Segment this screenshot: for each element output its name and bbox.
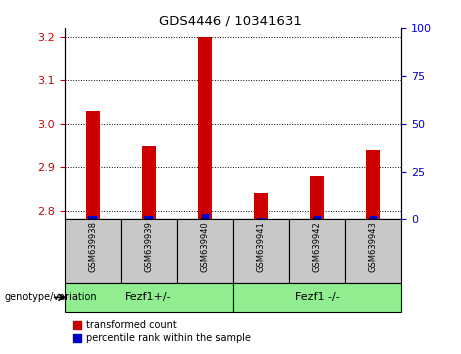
Bar (201, 214, 209, 219)
Bar (177, 219, 233, 283)
Bar (142, 145, 156, 219)
Bar (89, 216, 97, 219)
Text: GSM639943: GSM639943 (368, 221, 378, 272)
Text: GSM639940: GSM639940 (200, 221, 209, 272)
Text: genotype/variation: genotype/variation (5, 292, 97, 302)
Bar (198, 37, 212, 219)
Text: GSM639939: GSM639939 (144, 221, 153, 272)
Bar (257, 218, 265, 219)
Bar (310, 176, 324, 219)
Bar (65, 219, 121, 283)
Text: Fezf1 -/-: Fezf1 -/- (295, 292, 339, 302)
Bar (345, 219, 401, 283)
Bar (86, 111, 100, 219)
Text: Fezf1+/-: Fezf1+/- (125, 292, 172, 302)
Bar (233, 283, 401, 312)
Bar (144, 216, 153, 219)
Text: GSM639942: GSM639942 (313, 221, 321, 272)
Text: GSM639941: GSM639941 (256, 221, 266, 272)
Bar (121, 219, 177, 283)
Legend: transformed count, percentile rank within the sample: transformed count, percentile rank withi… (70, 316, 255, 347)
Bar (289, 219, 345, 283)
Text: GDS4446 / 10341631: GDS4446 / 10341631 (159, 14, 302, 27)
Bar (65, 283, 233, 312)
Bar (233, 219, 289, 283)
Bar (313, 216, 321, 219)
Bar (366, 150, 380, 219)
Bar (254, 193, 268, 219)
Bar (369, 216, 377, 219)
Text: GSM639938: GSM639938 (88, 221, 97, 272)
